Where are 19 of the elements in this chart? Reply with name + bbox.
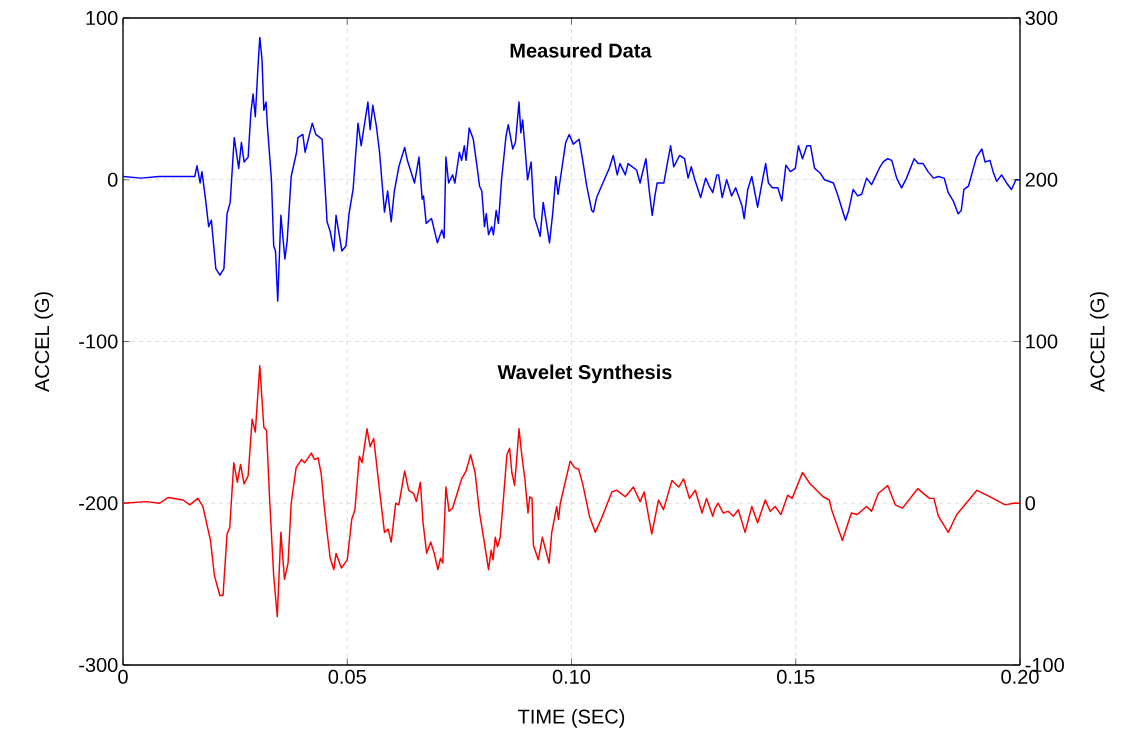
y-tick-label: -300 bbox=[79, 657, 118, 673]
y-tick-label: 0 bbox=[107, 172, 118, 187]
x-tick-label: 0.10 bbox=[552, 669, 591, 684]
y-tick-label: -200 bbox=[79, 496, 118, 511]
y-tick-label: -100 bbox=[79, 334, 118, 349]
x-tick-label: 0.15 bbox=[777, 669, 815, 684]
line-series bbox=[123, 365, 1020, 618]
x-tick-label: 0 bbox=[118, 669, 128, 684]
y2-tick-label: 200 bbox=[1025, 172, 1058, 187]
y2-tick-label: 300 bbox=[1025, 10, 1058, 26]
y-axis-title: ACCEL (G) bbox=[34, 292, 54, 393]
y2-tick-label: 100 bbox=[1026, 334, 1058, 349]
y2-tick-label: 0 bbox=[1025, 496, 1036, 511]
x-tick-label: 0.05 bbox=[328, 669, 366, 684]
text: Wavelet Synthesis bbox=[497, 364, 672, 384]
y2-axis-title: ACCEL (G) bbox=[1089, 292, 1109, 393]
y-tick-label: 100 bbox=[86, 10, 118, 26]
x-axis-title: TIME (SEC) bbox=[518, 709, 625, 728]
text: Measured Data bbox=[510, 43, 652, 58]
